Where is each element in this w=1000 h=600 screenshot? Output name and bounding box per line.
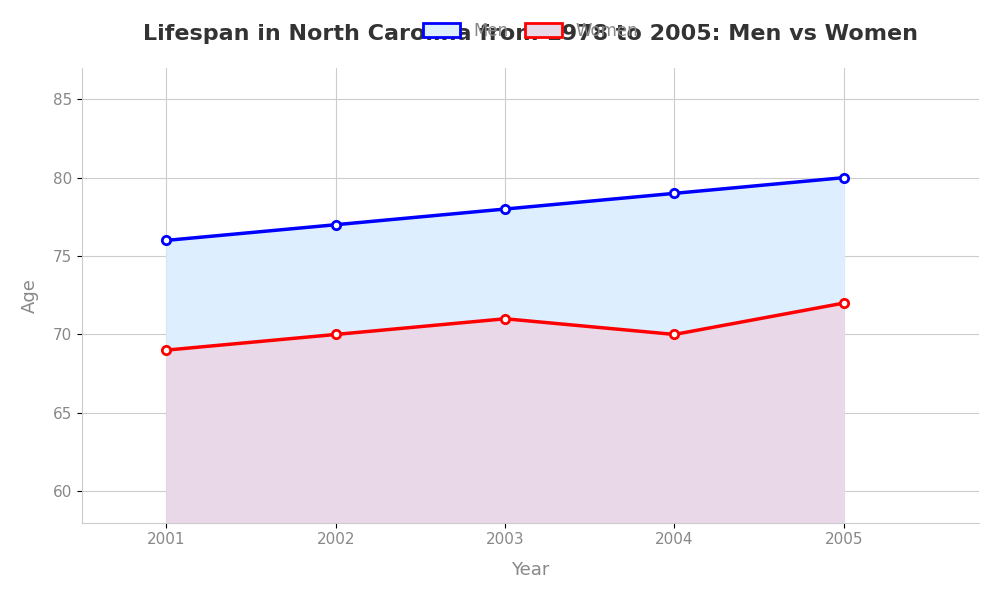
- X-axis label: Year: Year: [511, 561, 550, 579]
- Y-axis label: Age: Age: [21, 278, 39, 313]
- Legend: Men, Women: Men, Women: [423, 22, 638, 40]
- Title: Lifespan in North Carolina from 1978 to 2005: Men vs Women: Lifespan in North Carolina from 1978 to …: [143, 24, 918, 44]
